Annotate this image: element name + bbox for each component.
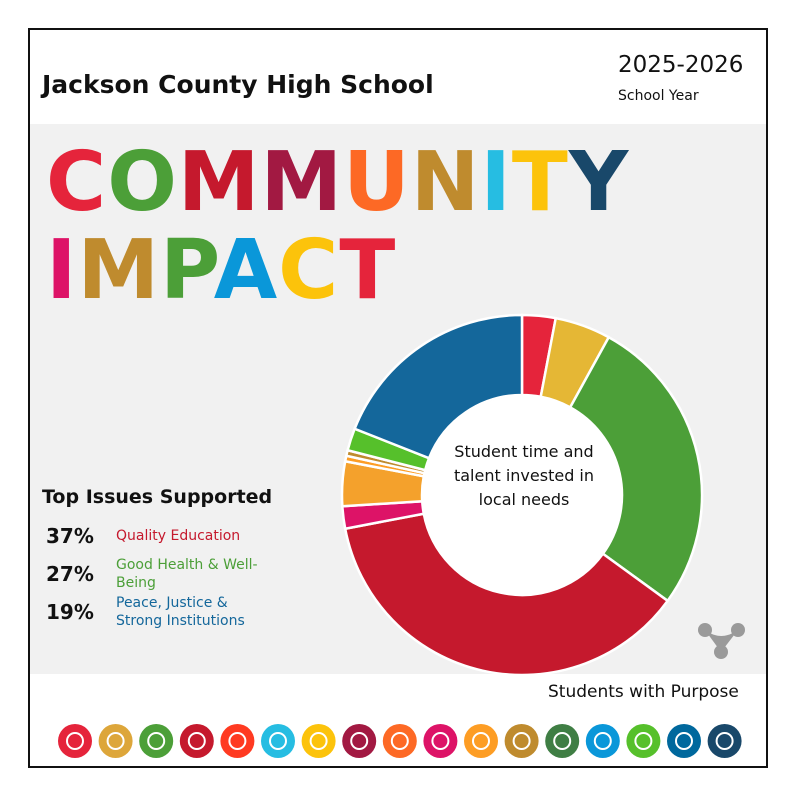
title-letter: O	[107, 135, 178, 230]
sdg-glyph	[187, 732, 206, 750]
poster: Jackson County High School 2025-2026 Sch…	[28, 28, 768, 768]
sdg-icon	[504, 724, 539, 758]
logo	[698, 623, 745, 659]
sdg-glyph	[66, 732, 84, 750]
sdg-icon	[545, 724, 580, 758]
sdg-icon	[626, 724, 661, 758]
sdg-icon	[464, 724, 498, 758]
sdg-icon	[423, 724, 458, 758]
sdg-glyph	[350, 732, 369, 750]
donut-segment	[568, 335, 704, 603]
sdg-glyph	[390, 732, 409, 750]
issue-percent: 19%	[46, 600, 94, 624]
sdg-glyph	[106, 732, 125, 750]
sdg-glyph	[431, 732, 450, 750]
sdg-glyph	[675, 732, 693, 750]
sdg-glyph	[634, 732, 653, 750]
title-letter: T	[339, 223, 397, 318]
sdg-glyph	[593, 732, 612, 750]
sdg-icon	[261, 724, 295, 758]
sdg-icon	[139, 724, 174, 758]
year-label: School Year	[618, 88, 699, 104]
icon-row	[58, 724, 742, 758]
sdg-icon	[382, 724, 417, 758]
donut-chart	[340, 313, 745, 677]
issues-heading: Top Issues Supported	[42, 486, 273, 508]
donut-segment	[343, 512, 670, 677]
sdg-glyph	[269, 732, 287, 750]
sdg-glyph	[147, 732, 166, 750]
title-letter: M	[77, 223, 161, 318]
title-letter: N	[410, 135, 481, 230]
sdg-glyph	[228, 732, 247, 750]
issue-percent: 37%	[46, 524, 94, 548]
title-letter: Y	[568, 135, 630, 230]
donut-hole	[423, 396, 621, 594]
sdg-glyph	[309, 732, 328, 750]
title-letter: P	[160, 223, 214, 318]
sdg-icon	[179, 724, 214, 758]
issue-label: Peace, Justice & Strong Institutions	[116, 595, 245, 629]
school-name: Jackson County High School	[42, 70, 434, 99]
title-letter: I	[480, 135, 512, 230]
title-letter: I	[46, 223, 78, 318]
title-letter: M	[260, 135, 344, 230]
sdg-icon	[667, 724, 701, 758]
sdg-icon	[585, 724, 620, 758]
sdg-glyph	[512, 732, 531, 750]
sdg-glyph	[715, 732, 734, 750]
sdg-glyph	[472, 732, 490, 750]
issue-label: Quality Education	[116, 528, 241, 544]
title-letter: U	[343, 135, 411, 230]
sdg-icon	[220, 724, 255, 758]
year: 2025-2026	[618, 52, 744, 78]
title-line: IMPACT	[46, 230, 396, 312]
tagline: Students with Purpose	[548, 682, 739, 702]
donut-center-text: Student time and talent invested in loca…	[453, 442, 595, 509]
issue-label: Good Health & Well-Being	[116, 557, 258, 591]
sdg-glyph	[553, 732, 572, 750]
title-line: COMMUNITY	[46, 142, 629, 224]
sdg-icon	[58, 724, 92, 758]
title-letter: C	[278, 223, 340, 318]
sdg-icon	[342, 724, 377, 758]
title-letter: T	[511, 135, 569, 230]
sdg-icon	[301, 724, 336, 758]
title-letter: C	[46, 135, 108, 230]
sdg-icon	[707, 724, 742, 758]
issue-percent: 27%	[46, 562, 94, 586]
title-letter: M	[177, 135, 261, 230]
sdg-icon	[98, 724, 133, 758]
title-letter: A	[213, 223, 279, 318]
donut-segment	[353, 313, 524, 460]
